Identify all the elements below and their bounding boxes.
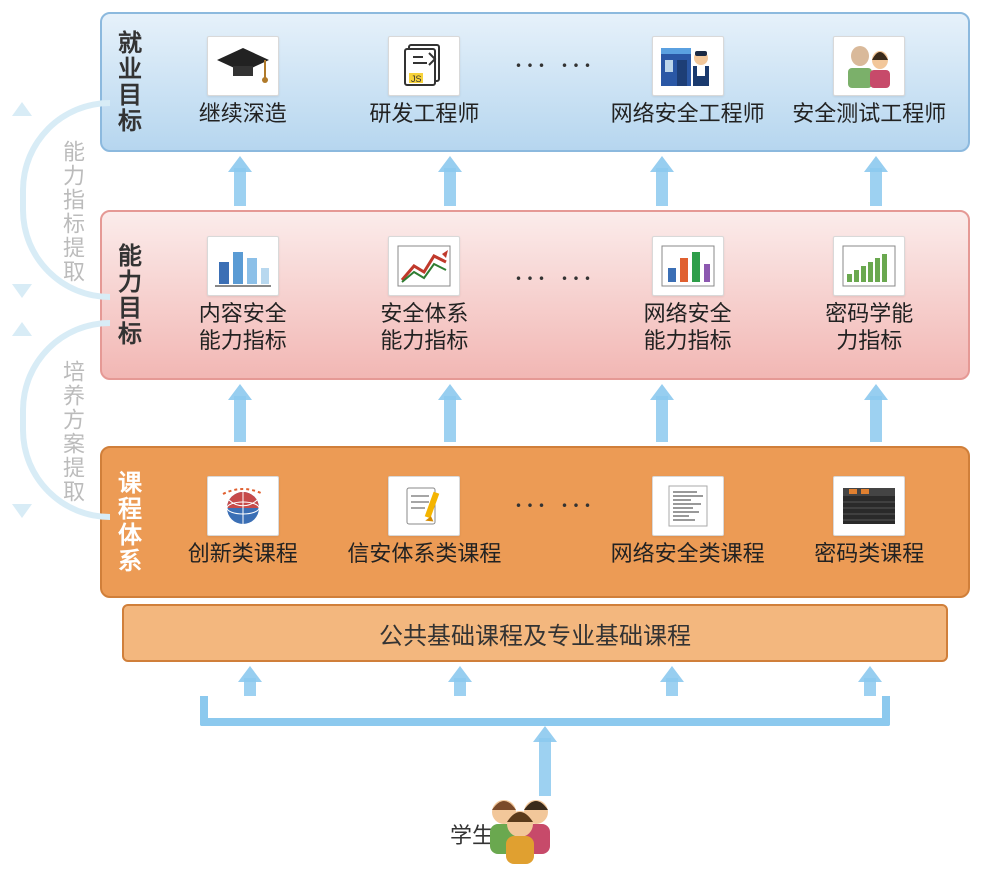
tier-curriculum: 课程体系 创新类课程 信安体系类课程 ... ... 网络安全类课程 密码类课程 bbox=[100, 446, 970, 598]
emp-item-2: 网络安全工程师 bbox=[597, 36, 779, 128]
tier-capability: 能力目标 内容安全 能力指标 安全体系 能力指标 ... ... 网络安全 能力… bbox=[100, 210, 970, 380]
cap-item-1: 安全体系 能力指标 bbox=[334, 236, 516, 355]
globe-icon bbox=[207, 476, 279, 536]
bracket-stem bbox=[534, 726, 556, 796]
arrow-row1-1 bbox=[439, 156, 461, 206]
cap-item-3-label: 密码学能 力指标 bbox=[825, 300, 913, 355]
student-group-icon bbox=[480, 790, 560, 866]
emp-item-1: JS 研发工程师 bbox=[334, 36, 516, 128]
cap-item-1-label: 安全体系 能力指标 bbox=[380, 300, 468, 355]
cap-item-0: 内容安全 能力指标 bbox=[152, 236, 334, 355]
arrow-row2-2 bbox=[651, 384, 673, 442]
guard-icon bbox=[652, 36, 724, 96]
arrow-row1-0 bbox=[229, 156, 251, 206]
cap-ellipsis: ... ... bbox=[515, 260, 597, 286]
foundation-bar: 公共基础课程及专业基础课程 bbox=[122, 604, 948, 662]
bracket bbox=[200, 696, 890, 726]
cur-item-1-label: 信安体系类课程 bbox=[347, 540, 501, 568]
cur-item-3-label: 密码类课程 bbox=[814, 540, 924, 568]
text-doc-icon bbox=[652, 476, 724, 536]
cap-item-0-label: 内容安全 能力指标 bbox=[199, 300, 287, 355]
cur-ellipsis: ... ... bbox=[515, 487, 597, 513]
emp-item-0-label: 继续深造 bbox=[199, 100, 287, 128]
cur-item-1: 信安体系类课程 bbox=[334, 476, 516, 568]
foundation-label: 公共基础课程及专业基础课程 bbox=[379, 616, 691, 651]
chart-bars-icon bbox=[833, 236, 905, 296]
cap-item-3: 密码学能 力指标 bbox=[778, 236, 960, 355]
tier-capability-body: 内容安全 能力指标 安全体系 能力指标 ... ... 网络安全 能力指标 密码… bbox=[152, 212, 968, 378]
emp-ellipsis: ... ... bbox=[515, 47, 597, 73]
bracket-tine-0 bbox=[239, 666, 261, 696]
tier-employment: 就业目标 继续深造 JS 研发工程师 ... ... 网络安全工程师 安全测试工… bbox=[100, 12, 970, 152]
svg-text:JS: JS bbox=[411, 74, 422, 84]
arrow-row2-0 bbox=[229, 384, 251, 442]
cur-item-0-label: 创新类课程 bbox=[188, 540, 298, 568]
emp-item-3-label: 安全测试工程师 bbox=[792, 100, 946, 128]
cur-item-2-label: 网络安全类课程 bbox=[611, 540, 765, 568]
chart-3d2-icon bbox=[652, 236, 724, 296]
grad-cap-icon bbox=[207, 36, 279, 96]
tier-curriculum-body: 创新类课程 信安体系类课程 ... ... 网络安全类课程 密码类课程 bbox=[152, 448, 968, 596]
chart-line-icon bbox=[388, 236, 460, 296]
chart-3d-icon bbox=[207, 236, 279, 296]
tier-employment-body: 继续深造 JS 研发工程师 ... ... 网络安全工程师 安全测试工程师 bbox=[152, 14, 968, 150]
bracket-tine-3 bbox=[859, 666, 881, 696]
arrow-row2-1 bbox=[439, 384, 461, 442]
cur-item-2: 网络安全类课程 bbox=[597, 476, 779, 568]
cur-item-3: 密码类课程 bbox=[778, 476, 960, 568]
arrow-row2-3 bbox=[865, 384, 887, 442]
emp-item-0: 继续深造 bbox=[152, 36, 334, 128]
side-label-1: 培养方案提取 bbox=[56, 360, 88, 504]
emp-item-3: 安全测试工程师 bbox=[778, 36, 960, 128]
js-doc-icon: JS bbox=[388, 36, 460, 96]
bracket-tine-1 bbox=[449, 666, 471, 696]
cap-item-2-label: 网络安全 能力指标 bbox=[644, 300, 732, 355]
doc-pencil-icon bbox=[388, 476, 460, 536]
testers-icon bbox=[833, 36, 905, 96]
cap-item-2: 网络安全 能力指标 bbox=[597, 236, 779, 355]
cur-item-0: 创新类课程 bbox=[152, 476, 334, 568]
emp-item-2-label: 网络安全工程师 bbox=[611, 100, 765, 128]
dark-grid-icon bbox=[833, 476, 905, 536]
bracket-tine-2 bbox=[661, 666, 683, 696]
emp-item-1-label: 研发工程师 bbox=[369, 100, 479, 128]
arrow-row1-2 bbox=[651, 156, 673, 206]
arrow-row1-3 bbox=[865, 156, 887, 206]
side-label-0: 能力指标提取 bbox=[56, 140, 88, 284]
